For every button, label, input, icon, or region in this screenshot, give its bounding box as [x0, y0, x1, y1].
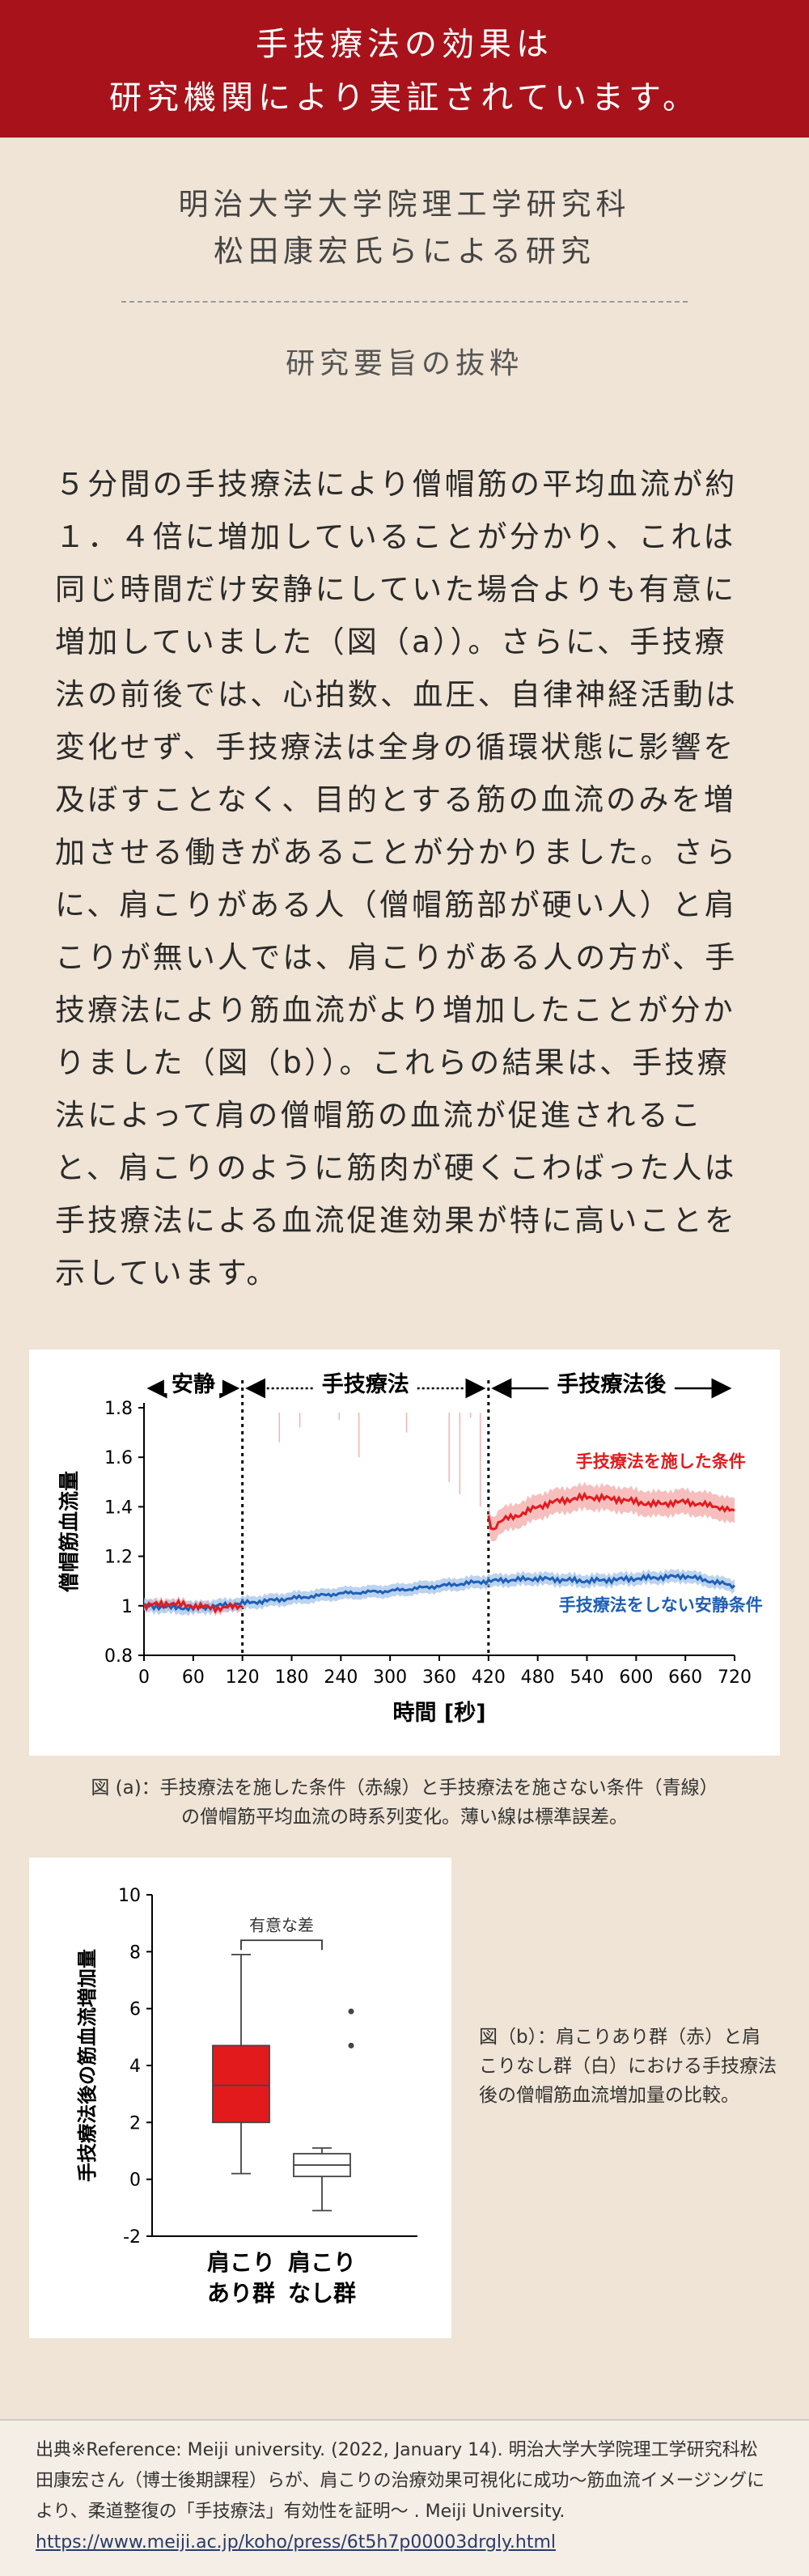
header-banner: 手技療法の効果は 研究機関により実証されています。: [0, 0, 809, 138]
y-tick-label: 1.4: [104, 1498, 133, 1518]
box-outlier-point: [348, 2042, 354, 2049]
figure-a-panel: 0.8 1 1.2 1.4 1.6 1.8 0 60 120 180 240 300 360 420 480…: [29, 1349, 780, 1756]
group-label-line1: 肩こり: [288, 2249, 356, 2276]
figure-a-caption-line1: 図 (a)：手技療法を施した条件（赤線）と手技療法を施さない条件（青線）: [91, 1777, 718, 1799]
significance-label: 有意な差: [249, 1915, 314, 1934]
x-tick-label: 120: [226, 1667, 260, 1688]
group-label-line2: あり群: [207, 2280, 275, 2307]
figure-b-caption: 図（b）：肩こりあり群（赤）と肩こりなし群（白）における手技療法後の僧帽筋血流増…: [479, 2027, 777, 2106]
y-tick-label: 10: [118, 1886, 141, 1906]
x-tick-label: 180: [275, 1667, 309, 1688]
box-outlier-point: [348, 2008, 354, 2015]
section-subheading: 研究要旨の抜粋: [285, 347, 523, 380]
x-axis-title: 時間 [秒]: [392, 1701, 485, 1726]
red-series-line-post: [487, 1491, 735, 1531]
research-summary-text: ５分間の手技療法により僧帽筋の平均血流が約１．４倍に増加していることが分かり、こ…: [55, 467, 739, 1290]
phase-label: 手技療法: [322, 1372, 409, 1397]
y-tick-label: 1.8: [104, 1399, 133, 1419]
figure-a-caption-line2: の僧帽筋平均血流の時系列変化。薄い線は標準誤差。: [181, 1807, 628, 1828]
figure-a-line-chart: 0.8 1 1.2 1.4 1.6 1.8 0 60 120 180 240 300 360 420 480…: [57, 1367, 763, 1726]
x-tick-label: 420: [472, 1667, 506, 1688]
phase-label: 安静: [172, 1372, 215, 1397]
y-axis-title: 僧帽筋血流量: [57, 1471, 81, 1592]
group-label-line1: 肩こり: [207, 2249, 275, 2276]
x-tick-label: 60: [182, 1667, 205, 1688]
y-tick-label: 2: [129, 2113, 141, 2133]
red-series-line-rest: [142, 1598, 244, 1614]
x-tick-label: 720: [718, 1667, 752, 1688]
figure-b-panel: -2 0 2 4 6 8 10 手技療法後の筋血流増加量 肩こり あり群 肩こり なし群 有意な差: [29, 1858, 451, 2338]
banner-title-line2: 研究機関により実証されています。: [109, 79, 700, 117]
red-series-error-band: [488, 1481, 735, 1542]
y-tick-label: 0: [129, 2171, 141, 2191]
banner-title-line1: 手技療法の効果は: [256, 26, 553, 63]
y-tick-label: 1.2: [104, 1548, 133, 1568]
dashed-divider: [121, 301, 688, 303]
x-tick-label: 660: [668, 1667, 702, 1688]
phase-label-bg: [548, 1367, 675, 1393]
red-series-label: 手技療法を施した条件: [576, 1451, 746, 1471]
y-tick-label: 0.8: [104, 1646, 133, 1667]
y-axis-title: 手技療法後の筋血流増加量: [76, 1949, 99, 2182]
blue-series-line: [143, 1573, 735, 1612]
group-label-line2: なし群: [288, 2280, 356, 2307]
reference-link[interactable]: https://www.meiji.ac.jp/koho/press/6t5h7…: [36, 2532, 556, 2553]
figure-a-caption: 図 (a)：手技療法を施した条件（赤線）と手技療法を施さない条件（青線） の僧帽…: [32, 1773, 777, 1832]
significance-bracket: [240, 1939, 323, 1951]
y-tick-label: 1: [121, 1597, 133, 1617]
y-tick-label: 8: [129, 1943, 141, 1963]
phase-label: 手技療法後: [557, 1372, 667, 1397]
reference-citation: 出典※Reference: Meiji university. (2022, J…: [36, 2440, 765, 2522]
box-iqr: [212, 2044, 270, 2124]
research-authors: 松田康宏氏らによる研究: [214, 234, 595, 269]
x-tick-label: 360: [422, 1667, 456, 1688]
blue-series-label: 手技療法をしない安静条件: [559, 1595, 763, 1615]
y-tick-label: 4: [129, 2057, 141, 2077]
reference-text: 出典※Reference: Meiji university. (2022, J…: [36, 2435, 773, 2558]
reference-footer: 出典※Reference: Meiji university. (2022, J…: [0, 2419, 809, 2576]
x-tick-label: 0: [138, 1667, 150, 1688]
research-institution: 明治大学大学院理工学研究科: [178, 187, 631, 222]
y-tick-label: 1.6: [104, 1448, 133, 1468]
y-tick-label: 6: [129, 2000, 141, 2020]
x-tick-label: 480: [521, 1667, 555, 1688]
x-tick-label: 600: [619, 1667, 653, 1688]
x-tick-label: 540: [570, 1667, 604, 1688]
y-tick-label: -2: [123, 2227, 141, 2248]
phase-label-bg: [313, 1367, 417, 1393]
x-tick-label: 240: [324, 1667, 358, 1688]
x-tick-label: 300: [373, 1667, 407, 1688]
phase-label-bg: [163, 1367, 222, 1393]
